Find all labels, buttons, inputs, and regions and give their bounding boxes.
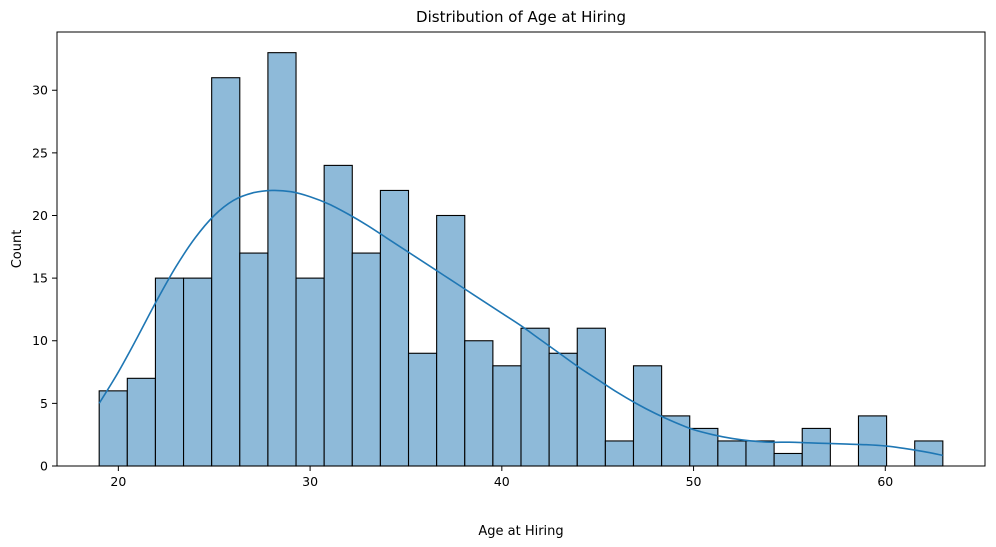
x-axis-label: Age at Hiring bbox=[478, 524, 563, 539]
y-tick-label: 10 bbox=[32, 333, 48, 348]
x-axis-ticks: 20 30 40 50 60 bbox=[110, 466, 893, 489]
histogram-bar bbox=[632, 365, 663, 467]
histogram-bar bbox=[323, 164, 353, 467]
histogram-bar bbox=[661, 415, 691, 467]
x-tick-label: 20 bbox=[110, 474, 126, 489]
histogram-bar bbox=[351, 252, 381, 467]
histogram-bar bbox=[436, 214, 466, 467]
x-tick-label: 50 bbox=[686, 474, 702, 489]
y-axis-label: Count bbox=[10, 230, 25, 269]
histogram-bar bbox=[211, 77, 241, 467]
histogram-bar bbox=[576, 327, 606, 467]
y-tick-label: 25 bbox=[32, 145, 48, 160]
histogram-bar bbox=[717, 440, 747, 467]
y-tick-label: 5 bbox=[40, 396, 48, 411]
histogram-bar bbox=[604, 440, 635, 467]
histogram-bar bbox=[267, 52, 297, 467]
histogram-bar bbox=[773, 452, 803, 467]
bars-group bbox=[98, 52, 944, 467]
x-tick-label: 60 bbox=[877, 474, 893, 489]
histogram-bar bbox=[801, 427, 831, 467]
y-tick-label: 0 bbox=[40, 459, 48, 474]
histogram-bar bbox=[689, 427, 719, 467]
histogram-bar bbox=[379, 189, 410, 467]
histogram-bar bbox=[295, 277, 325, 467]
histogram-bar bbox=[520, 327, 550, 467]
y-tick-label: 15 bbox=[32, 271, 48, 286]
histogram-bar bbox=[407, 352, 438, 467]
histogram-bar bbox=[239, 252, 269, 467]
histogram-bar bbox=[492, 365, 522, 467]
histogram-bar bbox=[182, 277, 213, 467]
histogram-bar bbox=[857, 415, 888, 467]
x-tick-label: 40 bbox=[494, 474, 510, 489]
x-tick-label: 30 bbox=[302, 474, 318, 489]
axes-frame bbox=[56, 31, 986, 467]
kde-curve bbox=[98, 189, 943, 457]
histogram-bar bbox=[98, 390, 128, 467]
y-tick-label: 20 bbox=[32, 208, 48, 223]
histogram-bar bbox=[126, 377, 156, 467]
histogram-bar bbox=[914, 440, 944, 467]
chart-title: Distribution of Age at Hiring bbox=[416, 8, 626, 26]
histogram-bar bbox=[745, 440, 775, 467]
histogram-bar bbox=[464, 340, 494, 467]
y-tick-label: 30 bbox=[32, 83, 48, 98]
y-axis-ticks: 0 5 10 15 20 25 30 bbox=[32, 83, 57, 474]
histogram-bar bbox=[154, 277, 185, 467]
histogram-bar bbox=[548, 352, 578, 467]
